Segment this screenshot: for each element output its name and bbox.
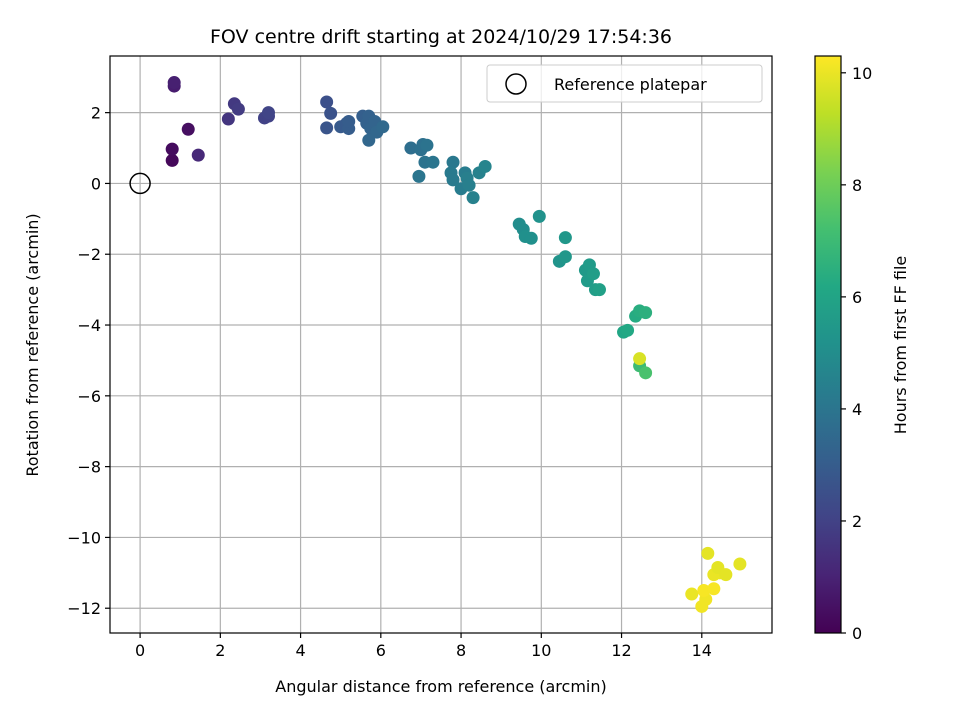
x-tick-label: 12 xyxy=(611,641,631,660)
colorbar-gradient xyxy=(815,56,841,633)
y-tick-label: 2 xyxy=(91,104,101,123)
y-tick-label: 0 xyxy=(91,174,101,193)
x-tick-label: 2 xyxy=(215,641,225,660)
legend-label: Reference platepar xyxy=(554,75,707,94)
colorbar-tick-label: 0 xyxy=(852,624,862,643)
data-point xyxy=(320,95,334,109)
data-point xyxy=(592,283,606,297)
data-point xyxy=(324,106,338,120)
x-tick-label: 0 xyxy=(135,641,145,660)
data-point xyxy=(633,352,647,366)
data-point xyxy=(621,323,635,337)
colorbar-tick-label: 8 xyxy=(852,176,862,195)
colorbar-label: Hours from first FF file xyxy=(891,256,910,435)
colorbar-tick-label: 2 xyxy=(852,512,862,531)
y-tick-label: −8 xyxy=(77,458,101,477)
x-tick-label: 4 xyxy=(295,641,305,660)
data-point xyxy=(412,169,426,183)
data-point xyxy=(707,582,721,596)
data-point xyxy=(532,209,546,223)
colorbar: 0 2 4 6 8 10 xyxy=(814,55,872,643)
x-tick-label: 14 xyxy=(692,641,712,660)
data-point xyxy=(181,122,195,136)
data-point xyxy=(376,120,390,134)
data-point xyxy=(697,584,711,598)
data-point xyxy=(462,178,476,192)
data-point xyxy=(404,141,418,155)
data-point xyxy=(701,546,715,560)
legend: Reference platepar xyxy=(486,64,763,103)
data-point xyxy=(719,568,733,582)
data-point xyxy=(191,148,205,162)
data-point xyxy=(320,121,334,135)
y-axis-label: Rotation from reference (arcmin) xyxy=(23,213,42,476)
data-point xyxy=(231,102,245,116)
colorbar-tick-label: 4 xyxy=(852,400,862,419)
data-point xyxy=(558,250,572,264)
data-point xyxy=(478,159,492,173)
plot-frame xyxy=(109,55,773,634)
data-point xyxy=(426,155,440,169)
data-point xyxy=(558,231,572,245)
data-point xyxy=(733,557,747,571)
data-point xyxy=(165,153,179,167)
y-tick-label: −6 xyxy=(77,387,101,406)
data-point xyxy=(261,106,275,120)
data-point xyxy=(685,587,699,601)
data-point xyxy=(446,173,460,187)
data-point xyxy=(639,366,653,380)
data-points xyxy=(129,76,747,613)
y-tick-label: −2 xyxy=(77,245,101,264)
data-point xyxy=(362,133,376,147)
reference-point xyxy=(129,172,151,195)
data-point xyxy=(420,138,434,152)
x-axis: 0 2 4 6 8 10 12 14 xyxy=(135,633,712,660)
x-tick-label: 6 xyxy=(376,641,386,660)
chart-title: FOV centre drift starting at 2024/10/29 … xyxy=(210,26,672,48)
x-tick-label: 8 xyxy=(456,641,466,660)
colorbar-tick-label: 10 xyxy=(852,64,872,83)
x-tick-label: 10 xyxy=(531,641,551,660)
data-point xyxy=(165,142,179,156)
y-tick-label: −4 xyxy=(77,316,101,335)
colorbar-tick-label: 6 xyxy=(852,288,862,307)
y-tick-label: −10 xyxy=(67,528,101,547)
data-point xyxy=(466,191,480,205)
data-point xyxy=(639,306,653,320)
data-point xyxy=(167,76,181,90)
legend-marker-icon xyxy=(505,73,527,95)
data-point xyxy=(342,114,356,128)
data-point xyxy=(586,267,600,281)
data-point xyxy=(524,231,538,245)
data-point xyxy=(446,155,460,169)
y-axis: 2 0 −2 −4 −6 −8 −10 −12 xyxy=(67,104,110,618)
data-point xyxy=(221,112,235,126)
legend-box xyxy=(486,64,763,103)
x-axis-label: Angular distance from reference (arcmin) xyxy=(275,677,606,696)
colorbar-frame xyxy=(814,55,842,634)
y-tick-label: −12 xyxy=(67,599,101,618)
grid-lines xyxy=(110,56,772,633)
